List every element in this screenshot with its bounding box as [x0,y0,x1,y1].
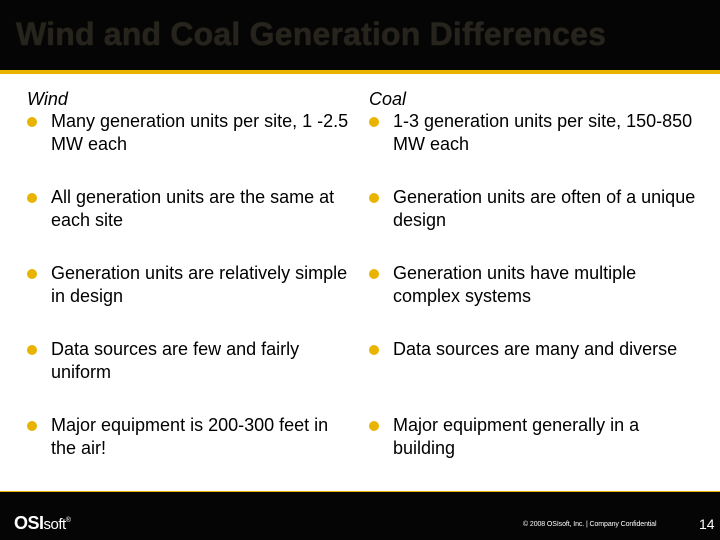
wind-heading: Wind [27,89,68,109]
wind-bullet-list: Many generation units per site, 1 -2.5 M… [27,110,357,466]
bullet-text: Generation units are often of a unique d… [393,187,696,230]
bullet-dot-icon [369,421,379,431]
bullet-dot-icon [369,193,379,203]
list-item: Generation units are often of a unique d… [369,186,699,238]
list-item: Major equipment generally in a building [369,414,699,466]
bullet-dot-icon [27,193,37,203]
osisoft-logo: OSIsoft® [14,513,71,534]
list-item: Data sources are few and fairly uniform [27,338,357,390]
coal-bullet-list: 1-3 generation units per site, 150-850 M… [369,110,699,466]
wind-column: Wind Many generation units per site, 1 -… [27,88,357,490]
bullet-text: Generation units are relatively simple i… [51,263,348,306]
bullet-text: Data sources are few and fairly uniform [51,339,300,382]
bullet-dot-icon [27,345,37,355]
bullet-text: Major equipment is 200-300 feet in the a… [51,415,329,458]
bullet-text: All generation units are the same at eac… [51,187,335,230]
list-item: All generation units are the same at eac… [27,186,357,238]
list-item: 1-3 generation units per site, 150-850 M… [369,110,699,156]
title-bar [0,0,720,70]
list-item: Generation units have multiple complex s… [369,262,699,314]
bullet-dot-icon [369,269,379,279]
footer-bar [0,492,720,540]
list-item: Generation units are relatively simple i… [27,262,357,314]
bullet-text: Data sources are many and diverse [393,339,678,359]
list-item: Data sources are many and diverse [369,338,699,390]
copyright-notice: © 2008 OSIsoft, Inc. | Company Confident… [523,521,657,528]
bullet-text: Many generation units per site, 1 -2.5 M… [51,111,349,154]
bullet-dot-icon [27,117,37,127]
list-item: Many generation units per site, 1 -2.5 M… [27,110,357,156]
bullet-dot-icon [27,269,37,279]
bullet-dot-icon [27,421,37,431]
coal-heading: Coal [369,89,407,109]
slide-title: Wind and Coal Generation Differences [16,16,607,52]
bullet-text: 1-3 generation units per site, 150-850 M… [393,111,693,154]
bullet-text: Generation units have multiple complex s… [393,263,637,306]
bullet-text: Major equipment generally in a building [393,415,640,458]
coal-column: Coal 1-3 generation units per site, 150-… [369,88,699,490]
bullet-dot-icon [369,345,379,355]
title-divider [0,70,720,74]
logo-bold-text: OSI [14,513,44,533]
logo-light-text: soft [43,516,67,533]
logo-registered-mark: ® [65,517,71,524]
page-number: 14 [699,516,715,532]
bullet-dot-icon [369,117,379,127]
list-item: Major equipment is 200-300 feet in the a… [27,414,357,466]
